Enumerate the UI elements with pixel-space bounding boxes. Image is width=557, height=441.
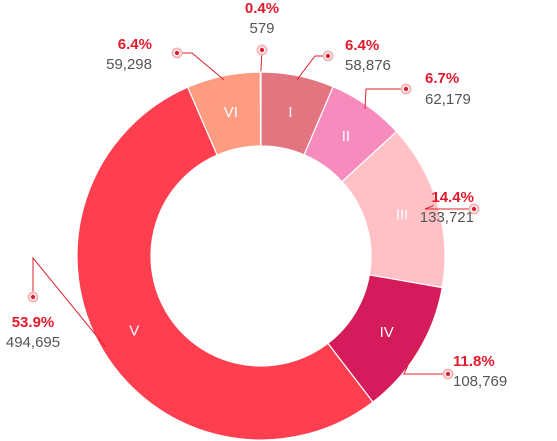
leader-dot-1 xyxy=(403,86,409,92)
donut-slice-V[interactable] xyxy=(76,86,374,441)
percent-label-1: 6.7% xyxy=(425,70,459,87)
donut-slice-VI[interactable] xyxy=(186,71,262,156)
slice-label-IV: IV xyxy=(380,324,394,341)
slice-label-III: III xyxy=(396,207,409,224)
slice-label-I: I xyxy=(288,104,292,121)
value-label-1: 62,179 xyxy=(425,91,471,108)
percent-label-2: 14.4% xyxy=(431,189,474,206)
value-label-2: 133,721 xyxy=(420,209,474,226)
percent-label-0: 6.4% xyxy=(345,37,379,54)
leader-dot-0 xyxy=(325,53,331,59)
percent-label-5: 6.4% xyxy=(118,36,152,53)
value-label-4: 494,695 xyxy=(6,334,60,351)
leader-dot-2 xyxy=(471,206,477,212)
value-label-3: 108,769 xyxy=(453,373,507,390)
percent-label-6: 0.4% xyxy=(245,0,279,17)
leader-line-1 xyxy=(364,88,406,110)
slice-label-II: II xyxy=(342,128,350,145)
value-label-5: 59,298 xyxy=(106,56,152,73)
leader-dot-4 xyxy=(30,294,36,300)
leader-dot-5 xyxy=(174,50,180,56)
value-label-0: 58,876 xyxy=(345,57,391,74)
percent-label-3: 11.8% xyxy=(453,353,495,370)
leader-line-5 xyxy=(177,52,225,81)
leader-dot-3 xyxy=(445,371,451,377)
slice-label-VI: VI xyxy=(224,104,238,121)
leader-line-2 xyxy=(424,204,474,210)
leader-line-4 xyxy=(32,256,107,348)
slice-label-V: V xyxy=(129,323,139,340)
percent-label-4: 53.9% xyxy=(12,314,55,331)
leader-dot-6 xyxy=(259,47,265,53)
value-label-6: 579 xyxy=(249,20,274,37)
leader-line-3 xyxy=(403,349,448,375)
